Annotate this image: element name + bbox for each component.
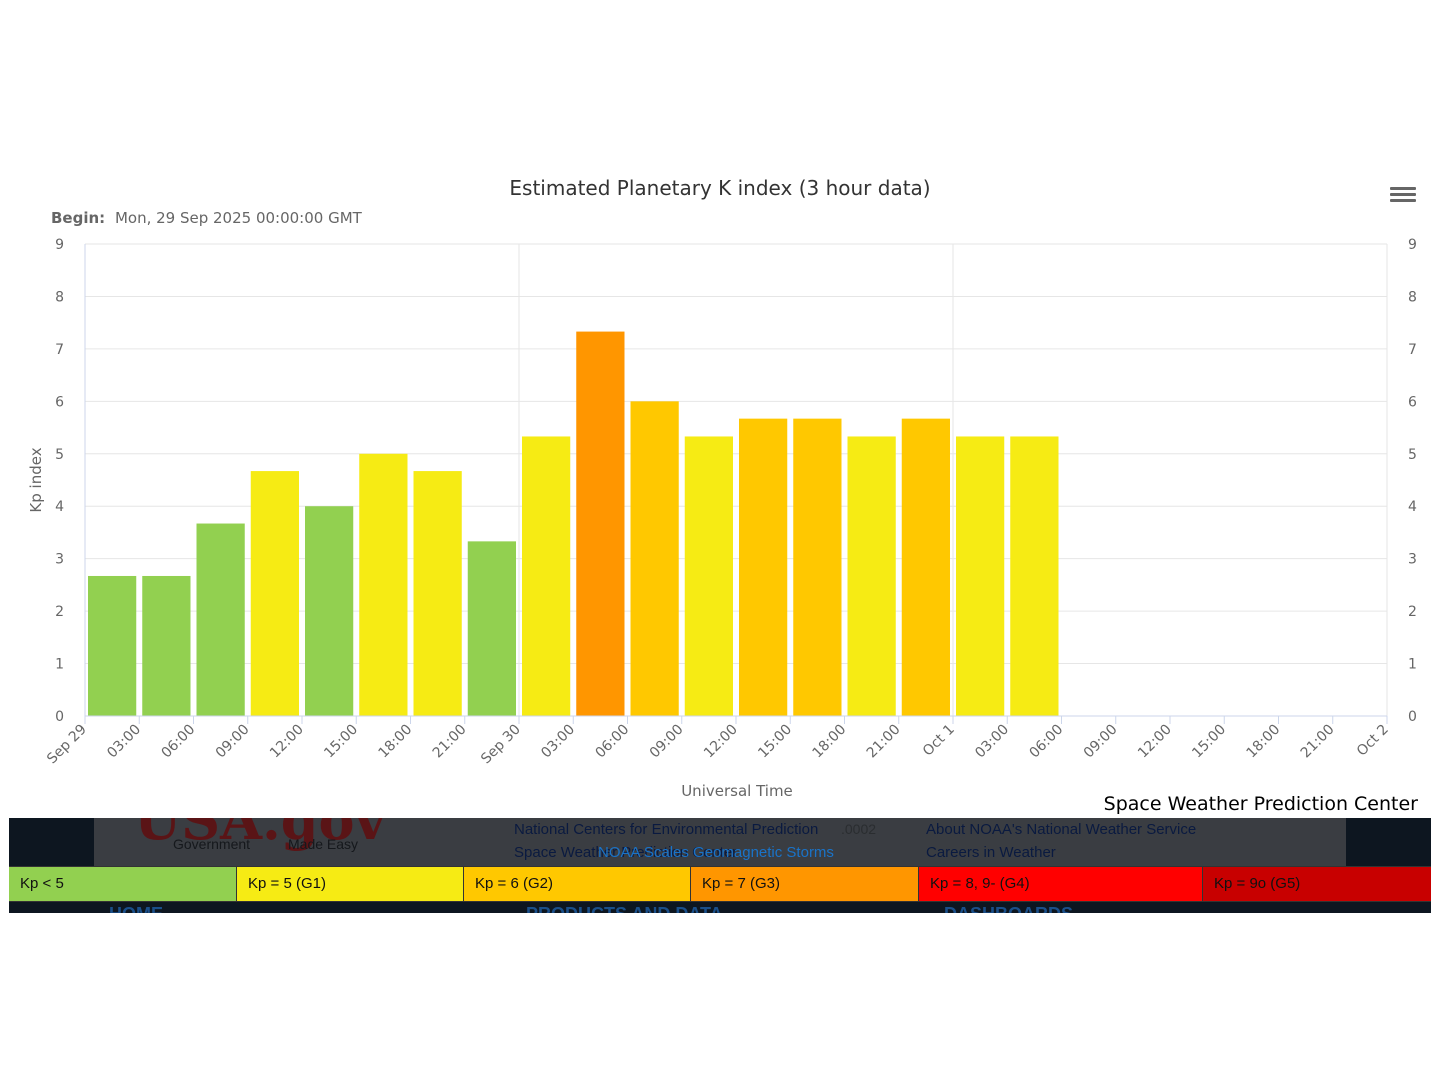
y-tick-label-right: 8 [1408, 289, 1417, 305]
y-tick-label-left: 2 [55, 604, 64, 620]
y-tick-label-left: 5 [55, 447, 64, 463]
y-axis-title: Kp index [27, 447, 45, 512]
y-tick-label-right: 7 [1408, 342, 1417, 358]
usa-gov-tagline-right: Made Easy [288, 836, 359, 852]
nav-home[interactable]: HOME [109, 904, 163, 913]
y-tick-label-right: 6 [1408, 394, 1417, 410]
kp-bar [467, 541, 516, 716]
kp-bar [413, 471, 462, 716]
kp-bar [739, 418, 788, 716]
kp-bar [88, 575, 137, 716]
y-tick-label-left: 6 [55, 394, 64, 410]
y-tick-label-right: 4 [1408, 499, 1417, 515]
kp-bar [250, 471, 299, 716]
grid-lines [85, 243, 1388, 717]
y-tick-label-left: 4 [55, 499, 64, 515]
credit-text: Space Weather Prediction Center [1103, 793, 1418, 815]
noaa-nws-link[interactable]: About NOAA's National Weather Service [926, 821, 1197, 838]
x-axis-title: Universal Time [681, 782, 793, 800]
kp-bar [1010, 436, 1059, 716]
y-tick-label-right: 1 [1408, 657, 1417, 673]
kp-bar [901, 418, 950, 716]
footer-panel [94, 818, 1346, 866]
careers-link[interactable]: Careers in Weather [926, 844, 1056, 861]
kp-bar [793, 418, 842, 716]
legend-kp-5-g1: Kp = 5 (G1) [237, 867, 464, 901]
menu-icon [1390, 187, 1416, 190]
usa-gov-logo[interactable]: USA.gov [134, 818, 386, 852]
y-tick-label-left: 8 [55, 289, 64, 305]
nav-dashboards[interactable]: DASHBOARDS [944, 904, 1073, 913]
kp-bar [576, 331, 625, 716]
noaa-scales-link[interactable]: NOAA Scales Geomagnetic Storms [598, 844, 834, 861]
usa-gov-tagline-left: Government [173, 836, 251, 852]
y-tick-label-right: 2 [1408, 604, 1417, 620]
y-tick-label-left: 0 [55, 709, 64, 725]
chart-title: Estimated Planetary K index (3 hour data… [509, 176, 930, 200]
legend-kp-below-5: Kp < 5 [9, 867, 237, 901]
kp-bar [684, 436, 733, 716]
y-tick-label-right: 3 [1408, 552, 1417, 568]
y-tick-label-left: 1 [55, 657, 64, 673]
legend-kp-9-g5: Kp = 9o (G5) [1203, 867, 1431, 901]
kp-bar [956, 436, 1005, 716]
legend-kp-8-g4: Kp = 8, 9- (G4) [919, 867, 1203, 901]
ncep-link[interactable]: National Centers for Environmental Predi… [514, 821, 819, 838]
menu-icon-line [1390, 199, 1416, 202]
nav-products[interactable]: PRODUCTS AND DATA [526, 904, 723, 913]
subtitle-label: Begin: [51, 209, 105, 227]
y-tick-label-right: 0 [1408, 709, 1417, 725]
kp-bar [630, 401, 679, 716]
kp-bar [196, 523, 245, 716]
kp-bar [847, 436, 896, 716]
swpc-link[interactable]: Space Weather Prediction Center [514, 844, 738, 861]
kp-color-legend: Kp < 5 Kp = 5 (G1) Kp = 6 (G2) Kp = 7 (G… [9, 866, 1431, 902]
legend-kp-6-g2: Kp = 6 (G2) [464, 867, 691, 901]
kp-index-chart: Estimated Planetary K index (3 hour data… [27, 176, 1417, 800]
bar-series [88, 331, 1059, 716]
y-tick-label-right: 5 [1408, 447, 1417, 463]
chart-subtitle: Begin: Mon, 29 Sep 2025 00:00:00 GMT [51, 209, 363, 227]
footer-timestamp-fragment: .0002 [841, 821, 877, 837]
y-tick-label-right: 9 [1408, 237, 1417, 253]
y-tick-label-left: 7 [55, 342, 64, 358]
subtitle-value: Mon, 29 Sep 2025 00:00:00 GMT [115, 209, 363, 227]
legend-kp-7-g3: Kp = 7 (G3) [691, 867, 919, 901]
menu-icon-line [1390, 193, 1416, 196]
kp-bar [359, 453, 408, 716]
y-tick-label-left: 3 [55, 552, 64, 568]
kp-bar [142, 575, 191, 716]
kp-bar [305, 506, 354, 716]
kp-bar [522, 436, 571, 716]
chart-menu-button[interactable] [1390, 184, 1416, 206]
y-tick-label-left: 9 [55, 237, 64, 253]
